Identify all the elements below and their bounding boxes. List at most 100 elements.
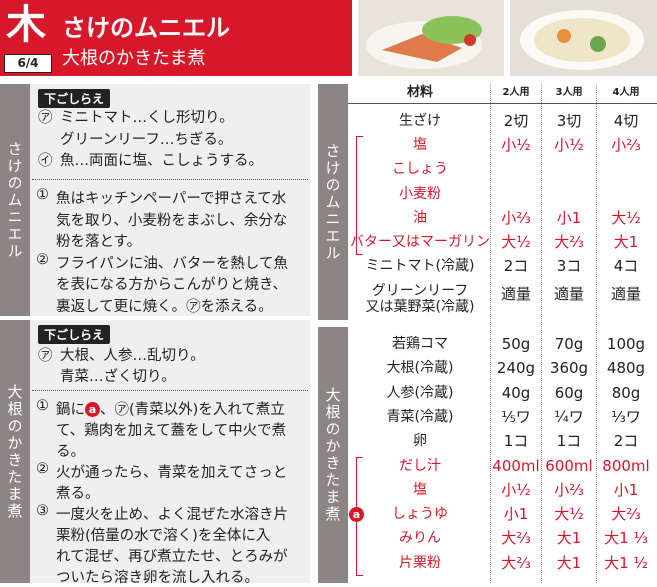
- group-marker: a: [349, 507, 364, 523]
- table-header: 材料: [406, 85, 433, 100]
- ingredient-name: 生ざけ: [399, 113, 441, 129]
- divider: [32, 390, 308, 391]
- amount: 大½: [501, 233, 531, 251]
- amount: 1コ: [503, 432, 529, 451]
- ingredient: バター又はマーガリン: [350, 231, 490, 253]
- ingredient-name: しょうゆ: [392, 506, 448, 523]
- step-line: ついたら溶き卵を流し入れる。: [56, 570, 259, 586]
- ingredient: 片栗粉: [350, 552, 490, 574]
- amount: 小½: [554, 136, 584, 155]
- amount: 適量: [553, 285, 584, 304]
- amount: 4コ: [613, 257, 639, 276]
- step-line: を表になる方からこんがりと焼き、: [56, 277, 287, 293]
- day-mark: 木: [6, 2, 46, 48]
- greens: [590, 36, 606, 52]
- ingredient: ミニトマト(冷蔵): [350, 255, 490, 277]
- amount: ⅓ワ: [611, 407, 641, 426]
- step-line: 栗粉(倍量の水で溶く)を全体に入: [56, 528, 271, 544]
- ingredient: しょうゆ: [350, 503, 490, 525]
- subtitle: 大根のかきたま煮: [62, 48, 206, 69]
- amount: ¼ワ: [554, 407, 584, 426]
- step-line: 煮る。: [56, 486, 100, 502]
- step-line: 火が通ったら、青菜を加えてさっと: [56, 465, 288, 481]
- ingredient: だし汁: [350, 455, 490, 477]
- ingredient-name: 小麦粉: [399, 185, 441, 202]
- prep-line: 大根、人参…乱切り。: [60, 348, 205, 364]
- ingredient: 小麦粉: [350, 183, 490, 205]
- prep-label: 下ごしらえ: [38, 325, 111, 344]
- tomato: [464, 34, 476, 46]
- amount: 600ml: [545, 456, 593, 475]
- prep-line: グリーンリーフ…ちぎる。: [60, 131, 233, 148]
- amount: 3切: [556, 112, 582, 130]
- prep-mark: ㋑: [38, 153, 53, 169]
- ingredient-name: 青菜(冷蔵): [386, 408, 454, 425]
- amount: 2コ: [503, 257, 529, 276]
- ingredient-name: 塩: [413, 481, 427, 498]
- ingredient-name: バター又はマーガリン: [350, 234, 490, 250]
- date: 6/4: [4, 54, 52, 73]
- step-mark: ③: [36, 503, 49, 519]
- amount: 400ml: [492, 456, 540, 475]
- column-rule: [596, 84, 597, 583]
- title: さけのムニエル: [62, 14, 230, 42]
- amount: 大1 ⅓: [604, 529, 648, 548]
- amount: 480g: [606, 359, 646, 378]
- step-text: 鍋に: [56, 402, 85, 418]
- section-box: [0, 84, 310, 316]
- ingredient: 生ざけ: [350, 110, 490, 132]
- amount: 80g: [611, 383, 641, 402]
- column-rule: [541, 84, 542, 583]
- divider: [32, 179, 308, 180]
- ingredient-name: 塩: [413, 137, 427, 154]
- step-line: 裏返して更に焼く。㋐を添える。: [56, 298, 273, 315]
- amount: 大½: [611, 208, 641, 227]
- step-line: る。: [56, 444, 85, 460]
- ingredient: 人参(冷蔵): [350, 382, 490, 404]
- carrot: [557, 29, 571, 43]
- amount: 大⅔: [554, 233, 584, 251]
- amount: 適量: [500, 285, 531, 304]
- step-line: フライパンに油、バターを熱して魚: [56, 255, 288, 272]
- amount: 大⅔: [611, 505, 641, 524]
- step-mark: ①: [36, 187, 49, 203]
- prep-line: ミニトマト…くし形切り。: [60, 110, 234, 126]
- amount: 大⅔: [501, 529, 531, 548]
- amount: 360g: [549, 359, 589, 378]
- amount: 60g: [554, 383, 584, 402]
- step-line: て、鶏肉を加えて蓋をして中火で煮: [56, 423, 287, 439]
- ingredient-name: 大根(冷蔵): [386, 360, 454, 377]
- amount: 大⅔: [501, 553, 531, 572]
- amount: 70g: [554, 335, 584, 353]
- ingredient-name: 片栗粉: [399, 554, 441, 571]
- stew: [534, 18, 630, 62]
- ingredient-name: ミニトマト(冷蔵): [365, 258, 475, 275]
- ingredient-name: 又は葉野菜(冷蔵): [365, 299, 475, 316]
- step-mark: ②: [36, 461, 49, 477]
- amount: 小½: [501, 136, 531, 155]
- bracket: [356, 136, 363, 256]
- step-mark: ①: [36, 398, 49, 414]
- step-line: 鍋に a 、㋐(青菜以外)を入れて煮立: [56, 398, 285, 419]
- step-line: れて混ぜ、再び煮立たせ、とろみが: [56, 549, 288, 565]
- ingredient: 大根(冷蔵): [350, 357, 490, 379]
- amount: 4切: [613, 112, 639, 130]
- column-rule: [490, 84, 491, 583]
- table-header: 3人用: [555, 87, 583, 98]
- group-marker: a: [85, 402, 100, 417]
- ingredient: こしょう: [350, 158, 490, 180]
- prep-label: 下ごしらえ: [38, 89, 111, 108]
- amount: 小1: [503, 505, 529, 524]
- ingredient-name: 卵: [413, 433, 427, 450]
- amount: 2コ: [613, 432, 639, 451]
- ingredient-name: 若鶏コマ: [392, 336, 448, 352]
- table-box: [318, 84, 657, 583]
- amount: 大1: [556, 553, 582, 572]
- step-line: 一度火を止め、よく混ぜた水溶き片: [56, 507, 288, 523]
- ingredient-name: みりん: [399, 530, 441, 547]
- ingredient-name: 油: [413, 209, 427, 226]
- group-label: 大根のかきたま煮: [318, 327, 348, 583]
- amount: 小⅔: [554, 480, 584, 499]
- ingredient: 塩: [350, 134, 490, 156]
- amount: 240g: [496, 359, 536, 378]
